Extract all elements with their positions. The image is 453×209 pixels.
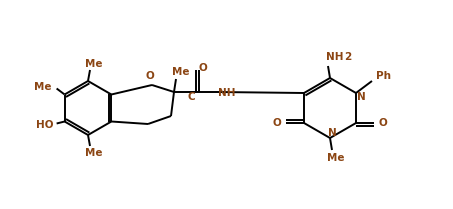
- Text: Me: Me: [85, 59, 103, 69]
- Text: HO: HO: [36, 120, 53, 130]
- Text: C: C: [187, 92, 195, 102]
- Text: 2: 2: [344, 52, 352, 62]
- Text: Me: Me: [85, 148, 103, 158]
- Text: N: N: [328, 128, 337, 138]
- Text: NH: NH: [326, 52, 344, 62]
- Text: Me: Me: [172, 67, 190, 77]
- Text: O: O: [379, 118, 387, 128]
- Text: N: N: [357, 92, 366, 102]
- Text: Me: Me: [34, 82, 51, 92]
- Text: Me: Me: [327, 153, 345, 163]
- Text: O: O: [273, 118, 281, 128]
- Text: NH: NH: [218, 88, 236, 98]
- Text: O: O: [145, 71, 154, 81]
- Text: O: O: [198, 63, 207, 73]
- Text: Ph: Ph: [376, 71, 391, 81]
